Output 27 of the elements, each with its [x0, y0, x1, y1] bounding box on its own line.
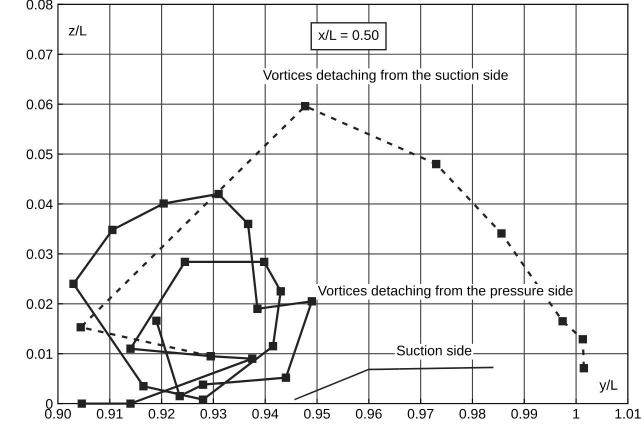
- x-tick-label: 0.93: [200, 408, 226, 419]
- x-tick-label: 0.92: [148, 408, 174, 419]
- x-tick-label: 0.98: [459, 408, 486, 419]
- x-tick-label: 1: [573, 408, 580, 419]
- y-tick-label: 0.08: [26, 0, 52, 10]
- y-tick-label: 0.02: [26, 299, 52, 309]
- x-tick-label: 0.99: [511, 408, 538, 419]
- x-axis-title: y/L: [599, 380, 618, 393]
- y-tick-label: 0.04: [26, 199, 53, 210]
- y-tick-label: 0.05: [26, 149, 53, 160]
- y-tick-label: 0.07: [26, 50, 52, 60]
- x-tick-label: 0.97: [408, 408, 434, 419]
- y-tick-label: 0.01: [26, 349, 52, 359]
- x-tick-label: 0.96: [356, 408, 382, 419]
- x-tick-label: 0.94: [252, 408, 278, 419]
- y-tick-label: 0.03: [26, 249, 52, 260]
- x-tick-label: 0.90: [44, 408, 71, 419]
- y-tick-label: 0: [46, 398, 53, 409]
- x-tick-label: 0.95: [304, 408, 330, 419]
- annotation: Suction side: [396, 345, 472, 356]
- annotation: x/L = 0.50: [318, 30, 379, 40]
- x-tick-label: 0.91: [96, 408, 123, 419]
- annotation: Vortices detaching from the pressure side: [318, 285, 573, 298]
- y-tick-label: 0.06: [26, 99, 52, 110]
- x-tick-label: 1.01: [615, 408, 641, 419]
- annotation: Vortices detaching from the suction side: [262, 70, 508, 83]
- y-axis-title: z/L: [68, 25, 86, 36]
